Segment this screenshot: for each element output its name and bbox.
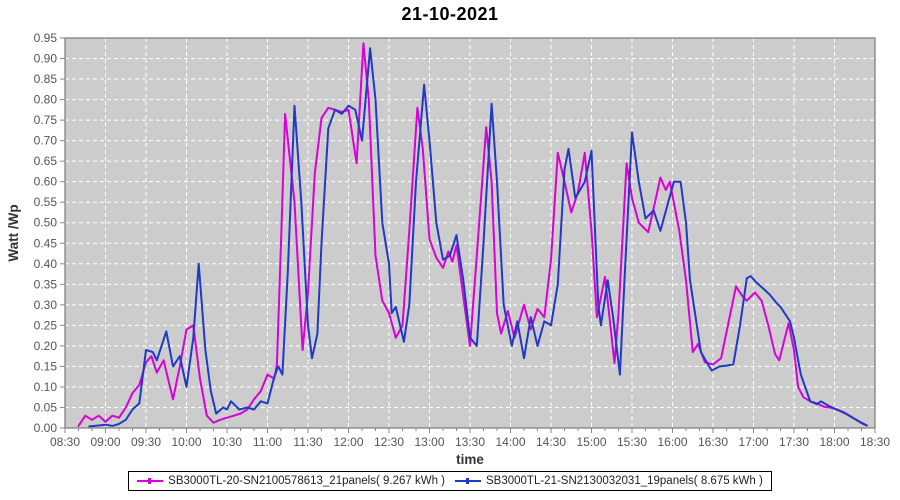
y-tick-label: 0.70 — [34, 134, 58, 148]
x-tick-label: 09:30 — [131, 435, 161, 449]
x-tick-label: 10:00 — [171, 435, 201, 449]
line-chart: 0.00 0.05 0.10 0.15 0.20 0.25 0.30 0.35 0.40 0.45… — [6, 31, 891, 467]
series-0-line-marker-icon — [137, 477, 164, 485]
series-line-1 — [88, 47, 868, 428]
legend-label-sb3000tl-20: SB3000TL-20-SN2100578613_21panels( 9.267… — [168, 475, 445, 487]
y-tick-label: 0.25 — [34, 318, 58, 332]
gridlines — [65, 37, 875, 428]
x-axis-label: time — [456, 452, 484, 467]
x-tick-label: 10:30 — [212, 435, 242, 449]
axes: 0.00 0.05 0.10 0.15 0.20 0.25 0.30 0.35 0.40 0.45… — [34, 31, 891, 449]
y-tick-label: 0.75 — [34, 113, 58, 127]
y-axis-label: Watt /Wp — [6, 204, 21, 261]
x-tick-label: 15:30 — [617, 435, 647, 449]
x-tick-label: 11:30 — [293, 435, 322, 449]
y-tick-label: 0.90 — [34, 52, 58, 66]
x-tick-label: 17:30 — [779, 435, 809, 449]
legend-entry-sb3000tl-21: SB3000TL-21-SN2130032031_19panels( 8.675… — [455, 475, 763, 487]
x-tick-label: 14:30 — [536, 435, 566, 449]
y-tick-label: 0.05 — [34, 400, 58, 414]
legend-label-sb3000tl-21: SB3000TL-21-SN2130032031_19panels( 8.675… — [486, 475, 763, 487]
y-tick-label: 0.20 — [34, 339, 58, 353]
y-tick-label: 0.65 — [34, 154, 58, 168]
x-tick-label: 18:30 — [860, 435, 890, 449]
x-tick-label: 17:00 — [738, 435, 768, 449]
y-tick-label: 0.55 — [34, 195, 58, 209]
x-tick-label: 16:00 — [657, 435, 687, 449]
x-tick-label: 15:00 — [576, 435, 606, 449]
x-tick-label: 11:00 — [253, 435, 282, 449]
y-tick-label: 0.45 — [34, 236, 58, 250]
y-tick-label: 0.60 — [34, 175, 58, 189]
x-tick-label: 12:00 — [333, 435, 363, 449]
y-tick-label: 0.10 — [34, 380, 58, 394]
x-tick-label: 12:30 — [374, 435, 404, 449]
legend-box: SB3000TL-20-SN2100578613_21panels( 9.267… — [128, 471, 772, 491]
x-tick-label: 13:00 — [414, 435, 444, 449]
y-tick-label: 0.40 — [34, 257, 58, 271]
x-tick-label: 14:00 — [495, 435, 525, 449]
y-tick-label: 0.85 — [34, 72, 58, 86]
y-tick-label: 0.80 — [34, 93, 58, 107]
x-tick-label: 13:30 — [455, 435, 485, 449]
y-tick-label: 0.30 — [34, 298, 58, 312]
y-tick-label: 0.35 — [34, 277, 58, 291]
series-1-line-marker-icon — [455, 477, 481, 485]
y-tick-label: 0.95 — [34, 31, 58, 45]
y-tick-label: 0.00 — [34, 421, 58, 435]
legend-entry-sb3000tl-20: SB3000TL-20-SN2100578613_21panels( 9.267… — [137, 475, 445, 487]
y-tick-label: 0.15 — [34, 359, 58, 373]
series-line-0 — [77, 42, 868, 427]
x-tick-label: 09:00 — [90, 435, 120, 449]
legend: SB3000TL-20-SN2100578613_21panels( 9.267… — [0, 471, 900, 491]
y-tick-label: 0.50 — [34, 216, 58, 230]
x-tick-label: 18:00 — [819, 435, 849, 449]
x-tick-label: 08:30 — [50, 435, 80, 449]
chart-title: 21-10-2021 — [401, 4, 499, 24]
x-tick-label: 16:30 — [698, 435, 728, 449]
